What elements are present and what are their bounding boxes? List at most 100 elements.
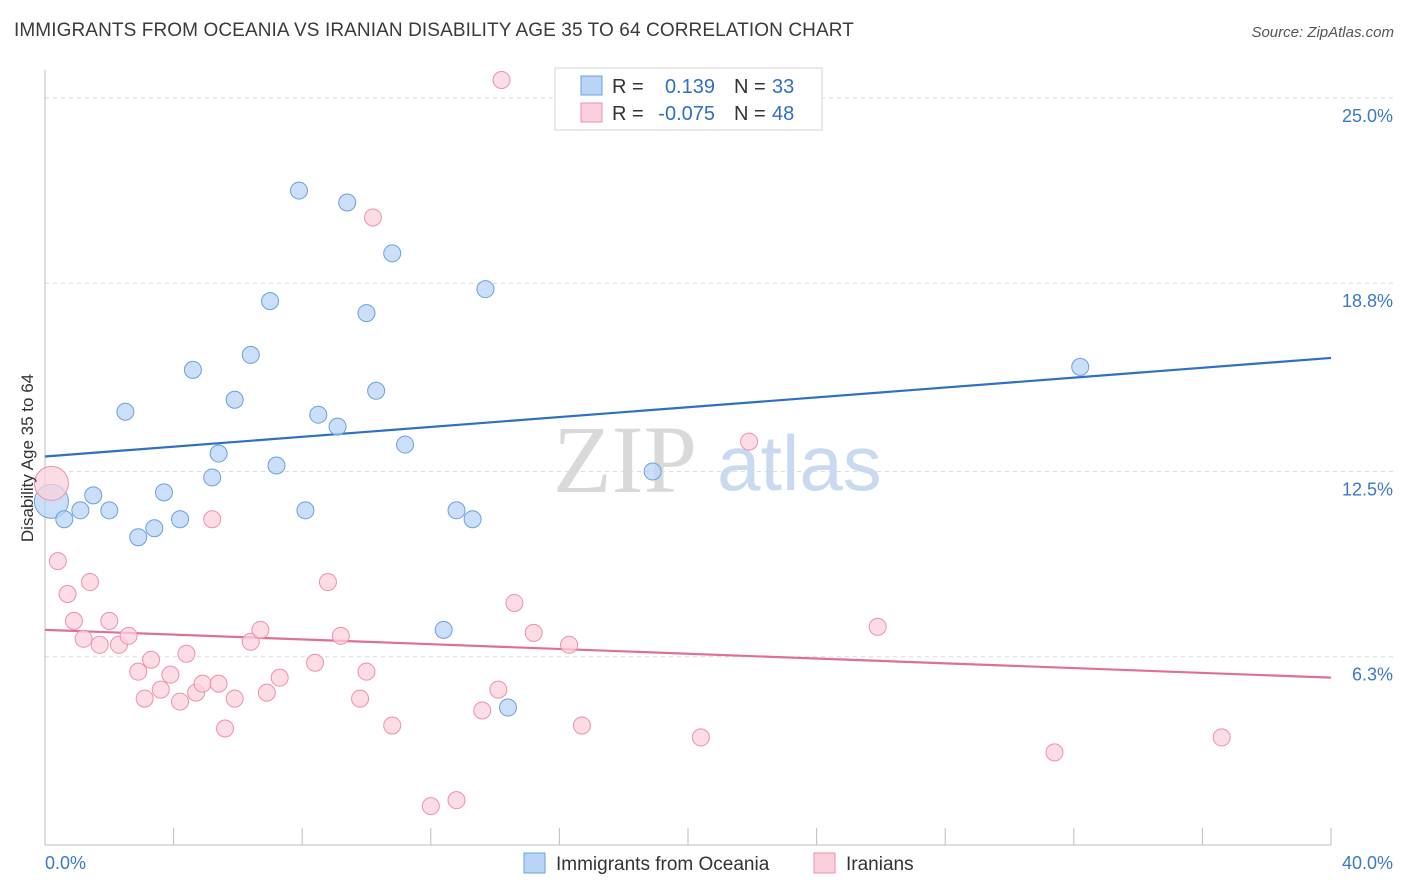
trend-line-iranians: [44, 628, 1332, 679]
watermark-zip: ZIP: [553, 406, 697, 513]
point-iranians: [129, 662, 148, 681]
bottom-legend-swatch-iranians: [813, 852, 836, 874]
point-oceania: [100, 501, 119, 520]
point-oceania: [357, 304, 376, 323]
point-iranians: [1045, 743, 1064, 762]
y-tick-labels: 6.3% 12.5% 18.8% 25.0%: [1342, 106, 1393, 685]
point-oceania: [171, 510, 190, 529]
point-oceania: [84, 486, 103, 505]
legend-r-value-2: -0.075: [658, 103, 715, 125]
x-ticks: [44, 828, 1332, 845]
point-iranians: [177, 644, 196, 663]
point-iranians: [90, 635, 109, 654]
point-iranians: [572, 716, 591, 735]
x-tick-label-max: 40.0%: [1342, 853, 1393, 873]
point-oceania: [338, 193, 357, 212]
point-iranians: [492, 71, 511, 89]
point-iranians: [119, 626, 138, 645]
point-oceania: [267, 456, 286, 475]
legend-n-value-2: 48: [772, 103, 794, 125]
point-iranians: [74, 629, 93, 648]
point-oceania: [309, 405, 328, 424]
point-oceania: [434, 620, 453, 639]
legend-swatch-iranians: [580, 102, 603, 123]
point-oceania: [225, 390, 244, 409]
point-iranians: [64, 611, 83, 630]
point-iranians: [505, 593, 524, 612]
point-oceania: [209, 444, 228, 463]
point-oceania: [396, 435, 415, 454]
y-axis-label: Disability Age 35 to 64: [18, 374, 37, 542]
point-oceania: [145, 519, 164, 538]
y-tick-label: 18.8%: [1342, 291, 1393, 311]
point-iranians: [473, 701, 492, 720]
point-oceania: [367, 381, 386, 400]
point-iranians: [363, 208, 382, 227]
watermark: ZIP atlas: [553, 406, 882, 513]
point-oceania: [183, 360, 202, 379]
point-iranians: [868, 617, 887, 636]
point-oceania: [463, 510, 482, 529]
point-oceania: [71, 501, 90, 520]
point-iranians: [171, 692, 190, 711]
point-iranians: [241, 632, 260, 651]
point-iranians: [33, 465, 69, 501]
legend-n-value-1: 33: [772, 76, 794, 98]
point-iranians: [318, 573, 337, 592]
y-tick-label: 12.5%: [1342, 479, 1393, 499]
point-iranians: [691, 728, 710, 747]
legend-r-label-2: R =: [612, 103, 644, 125]
point-iranians: [560, 635, 579, 654]
point-iranians: [100, 611, 119, 630]
point-iranians: [209, 674, 228, 693]
point-oceania: [476, 280, 495, 299]
x-tick-label-min: 0.0%: [45, 853, 86, 873]
point-iranians: [1212, 728, 1231, 747]
point-oceania: [498, 698, 517, 717]
point-iranians: [257, 683, 276, 702]
watermark-atlas: atlas: [717, 419, 882, 507]
stats-legend: R = 0.139 N = 33 R = -0.075 N = 48: [554, 67, 823, 131]
point-oceania: [55, 510, 74, 529]
point-iranians: [740, 432, 759, 451]
point-iranians: [193, 674, 212, 693]
point-iranians: [383, 716, 402, 735]
point-oceania: [129, 528, 148, 547]
point-oceania: [1071, 357, 1090, 376]
trend-line-oceania: [44, 356, 1332, 458]
point-iranians: [251, 620, 270, 639]
legend-n-label-1: N =: [734, 76, 766, 98]
point-iranians: [48, 552, 67, 571]
legend-n-label-2: N =: [734, 103, 766, 125]
point-oceania: [154, 483, 173, 502]
point-iranians: [357, 662, 376, 681]
bottom-legend-swatch-oceania: [523, 852, 546, 874]
legend-r-label-1: R =: [612, 76, 644, 98]
point-iranians: [331, 626, 350, 645]
chart-title: IMMIGRANTS FROM OCEANIA VS IRANIAN DISAB…: [14, 20, 854, 41]
y-tick-label: 6.3%: [1352, 665, 1393, 685]
source-credit: Source: ZipAtlas.com: [1251, 24, 1394, 41]
point-iranians: [151, 680, 170, 699]
point-oceania: [261, 292, 280, 311]
point-iranians: [142, 650, 161, 669]
point-oceania: [203, 468, 222, 487]
point-iranians: [421, 797, 440, 816]
point-oceania: [241, 345, 260, 364]
bottom-legend-label-oceania: Immigrants from Oceania: [556, 854, 770, 875]
point-iranians: [216, 719, 235, 738]
grid-lines: [45, 97, 1393, 658]
point-oceania: [116, 402, 135, 421]
point-iranians: [203, 510, 222, 529]
point-iranians: [135, 689, 154, 708]
point-iranians: [306, 653, 325, 672]
point-oceania: [296, 501, 315, 520]
y-tick-label: 25.0%: [1342, 106, 1393, 126]
point-iranians: [225, 689, 244, 708]
point-iranians: [447, 791, 466, 810]
point-iranians: [161, 665, 180, 684]
legend-swatch-oceania: [580, 75, 603, 96]
point-oceania: [643, 462, 662, 481]
series-legend: Immigrants from Oceania Iranians: [523, 852, 914, 875]
